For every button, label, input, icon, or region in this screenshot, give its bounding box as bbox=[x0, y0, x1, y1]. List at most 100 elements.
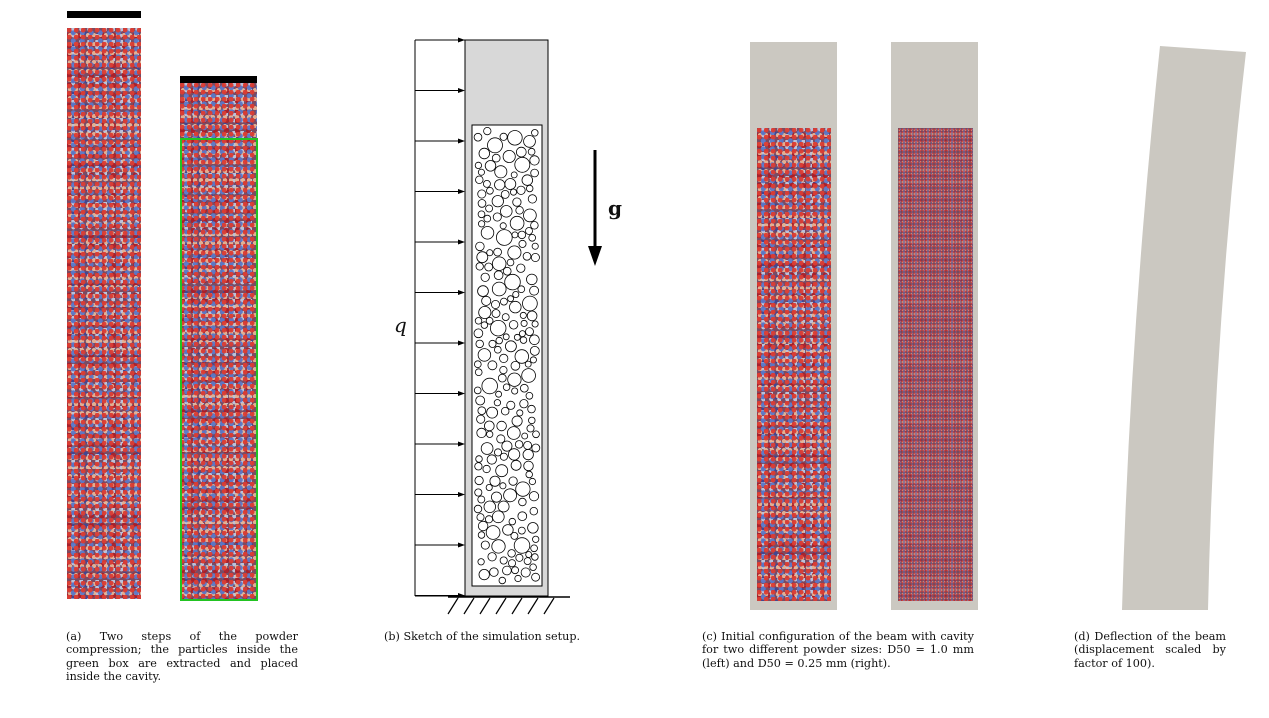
sketch-particle bbox=[507, 448, 521, 461]
sketch-particle bbox=[529, 345, 540, 356]
sketch-particle bbox=[499, 353, 509, 363]
sketch-particle bbox=[523, 440, 532, 450]
sketch-particle bbox=[480, 442, 494, 455]
caption-c: (c) Initial configuration of the beam wi… bbox=[702, 630, 974, 670]
sketch-particle bbox=[476, 414, 486, 424]
sketch-particle bbox=[475, 395, 486, 406]
sketch-particle bbox=[521, 432, 529, 440]
sketch-particle bbox=[495, 464, 509, 478]
sketch-particle bbox=[527, 522, 539, 534]
sketch-particle bbox=[524, 360, 532, 368]
sketch-particle bbox=[513, 333, 521, 341]
sketch-particle bbox=[513, 537, 531, 554]
sketch-particle bbox=[520, 567, 531, 578]
sketch-particle bbox=[512, 290, 520, 298]
sketch-particle bbox=[484, 515, 493, 524]
sketch-particle bbox=[514, 440, 524, 449]
sketch-particle bbox=[526, 424, 535, 433]
sketch-particle bbox=[528, 234, 536, 242]
sketch-particle bbox=[475, 175, 484, 184]
sketch-particle bbox=[526, 184, 534, 193]
sketch-particle bbox=[518, 239, 527, 248]
sketch-particle bbox=[531, 553, 539, 561]
load-arrow bbox=[415, 88, 465, 93]
sketch-particle bbox=[474, 317, 483, 325]
sketch-particle bbox=[507, 245, 522, 260]
sketch-particle bbox=[483, 127, 492, 136]
sketch-particle bbox=[527, 147, 536, 156]
sketch-particle bbox=[532, 430, 540, 439]
sketch-particle bbox=[480, 540, 490, 550]
sketch-particle bbox=[531, 443, 541, 453]
sketch-particle bbox=[481, 295, 492, 306]
support-hatch bbox=[511, 597, 523, 615]
powder-coarse-d50-1mm bbox=[757, 128, 831, 601]
sketch-particle bbox=[529, 285, 539, 296]
sketch-particle bbox=[529, 563, 537, 571]
sketch-particle bbox=[488, 339, 497, 348]
sketch-particle bbox=[473, 386, 482, 395]
sketch-particle bbox=[529, 356, 537, 364]
sketch-particle bbox=[480, 226, 495, 240]
caption-a: (a) Two steps of the powder compression;… bbox=[66, 630, 298, 684]
sketch-particle bbox=[473, 132, 483, 142]
sketch-particle bbox=[519, 336, 528, 344]
sketch-particle bbox=[515, 481, 531, 497]
sketch-particle bbox=[531, 242, 539, 250]
support-hatch bbox=[495, 597, 507, 615]
sketch-particle bbox=[500, 205, 513, 218]
sketch-particle bbox=[514, 349, 530, 364]
sketch-particle bbox=[511, 387, 519, 395]
panel-d-deflection bbox=[1122, 46, 1246, 610]
sketch-particle bbox=[494, 179, 506, 191]
sketch-particle bbox=[490, 491, 502, 503]
load-arrow bbox=[415, 37, 465, 43]
sketch-particle bbox=[499, 297, 508, 306]
sketch-particle bbox=[511, 415, 523, 427]
sketch-particle bbox=[477, 558, 485, 566]
sketch-particle bbox=[516, 263, 526, 273]
sketch-particle bbox=[492, 256, 507, 271]
sketch-particle bbox=[516, 185, 526, 195]
sketch-particle bbox=[501, 313, 510, 322]
sketch-particle bbox=[496, 420, 507, 432]
sketch-particle bbox=[510, 459, 522, 471]
sketch-particle bbox=[507, 130, 523, 146]
sketch-particle bbox=[489, 567, 499, 577]
load-label: q bbox=[394, 313, 407, 337]
sketch-particle bbox=[475, 339, 484, 349]
support-hatch bbox=[543, 597, 555, 615]
sketch-particle bbox=[491, 153, 501, 163]
sketch-particle bbox=[473, 360, 482, 369]
sketch-particle bbox=[478, 147, 491, 160]
support-hatch bbox=[463, 597, 475, 615]
sketch-particle bbox=[526, 273, 538, 286]
sketch-particle bbox=[478, 568, 490, 581]
gravity-arrow bbox=[588, 150, 602, 266]
powder-column-compressed bbox=[180, 83, 257, 599]
sketch-particle bbox=[477, 199, 487, 208]
sketch-particle bbox=[517, 526, 526, 535]
sketch-particle bbox=[530, 544, 538, 553]
sketch-particle bbox=[504, 340, 517, 353]
sketch-particle bbox=[512, 197, 522, 207]
load-arrow bbox=[415, 138, 465, 144]
sketch-particle bbox=[528, 491, 540, 502]
sketch-particle bbox=[486, 249, 494, 257]
compression-plate-right bbox=[180, 76, 257, 83]
sketch-particle bbox=[515, 146, 527, 158]
sketch-particle bbox=[502, 333, 510, 341]
sketch-particle bbox=[508, 517, 516, 526]
sketch-particle bbox=[528, 477, 537, 486]
powder-particles-sketch bbox=[473, 127, 541, 585]
sketch-particle bbox=[499, 556, 508, 565]
sketch-particle bbox=[499, 222, 507, 230]
sketch-particle bbox=[493, 399, 501, 407]
sketch-particle bbox=[474, 161, 482, 169]
load-arrow bbox=[415, 391, 465, 396]
sketch-particle bbox=[486, 430, 494, 438]
load-distribution bbox=[414, 37, 465, 598]
sketch-particle bbox=[499, 365, 508, 375]
sketch-particle bbox=[520, 319, 528, 327]
sketch-particle bbox=[482, 179, 491, 188]
